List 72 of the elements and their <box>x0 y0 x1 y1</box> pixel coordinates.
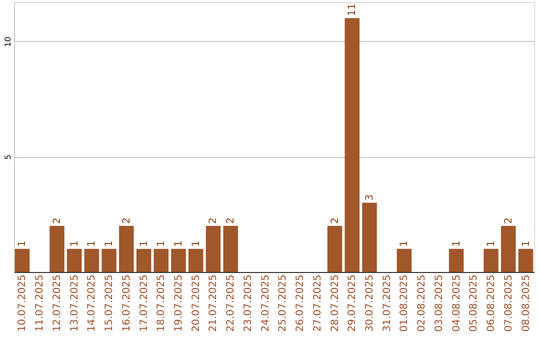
data-label: 1 <box>104 240 116 247</box>
bar <box>344 18 360 272</box>
x-tick-label: 25.07.2025 <box>278 274 289 332</box>
data-label: 1 <box>86 240 98 247</box>
x-tick-label: 11.07.2025 <box>34 274 46 332</box>
x-tick-label: 28.07.2025 <box>330 274 341 332</box>
bar <box>171 248 186 272</box>
x-tick-label: 15.07.2025 <box>104 274 116 332</box>
bar <box>50 226 64 272</box>
x-tick-label: 29.07.2025 <box>347 274 358 332</box>
x-tick-label: 04.08.2025 <box>451 274 462 332</box>
x-tick-label: 16.07.2025 <box>121 274 132 332</box>
data-label: 2 <box>503 217 514 224</box>
bar <box>484 248 498 272</box>
x-tick-label: 26.07.2025 <box>295 274 306 332</box>
x-tick-label: 17.07.2025 <box>138 274 150 332</box>
y-tick-label: 5 <box>4 154 12 160</box>
bar <box>188 248 204 272</box>
x-tick-label: 18.07.2025 <box>156 274 168 332</box>
x-tick-label: 14.07.2025 <box>86 274 98 332</box>
bar <box>501 226 516 272</box>
data-label: 1 <box>69 240 80 247</box>
x-tick-label: 31.07.2025 <box>382 274 393 332</box>
x-tick-label: 06.08.2025 <box>486 274 498 332</box>
x-tick-label: 20.07.2025 <box>190 274 202 332</box>
x-tick-label: 08.08.2025 <box>520 274 532 332</box>
x-tick-label: 23.07.2025 <box>242 274 254 332</box>
data-label: 2 <box>208 217 220 224</box>
data-label: 2 <box>330 217 341 224</box>
bar <box>396 248 412 272</box>
x-tick-label: 07.08.2025 <box>503 274 514 332</box>
data-label: 1 <box>399 240 410 247</box>
x-tick-label: 30.07.2025 <box>364 274 376 332</box>
bar <box>66 248 82 272</box>
y-tick-label: 10 <box>4 36 12 47</box>
bar <box>102 248 116 272</box>
data-label: 1 <box>451 240 462 247</box>
data-label: 1 <box>174 240 185 247</box>
data-label: 1 <box>17 240 28 247</box>
bar <box>448 248 464 272</box>
bar <box>84 248 100 272</box>
x-tick-label: 12.07.2025 <box>52 274 63 332</box>
x-tick-label: 05.08.2025 <box>468 274 480 332</box>
data-label: 3 <box>364 194 376 201</box>
x-tick-label: 03.08.2025 <box>434 274 445 332</box>
data-label: 2 <box>52 217 63 224</box>
x-tick-label: 02.08.2025 <box>416 274 428 332</box>
bar <box>154 248 169 272</box>
x-tick-label: 01.08.2025 <box>399 274 410 332</box>
x-tick-label: 21.07.2025 <box>208 274 220 332</box>
x-tick-label: 24.07.2025 <box>260 274 272 332</box>
bar <box>223 226 238 272</box>
x-tick-label: 19.07.2025 <box>174 274 185 332</box>
data-label: 1 <box>190 240 202 247</box>
x-tick-label: 22.07.2025 <box>226 274 237 332</box>
data-label: 1 <box>138 240 150 247</box>
bar <box>327 226 342 272</box>
data-label: 11 <box>347 3 358 16</box>
bar <box>362 202 377 272</box>
bar <box>206 226 221 272</box>
data-label: 1 <box>156 240 168 247</box>
bar <box>136 248 152 272</box>
data-label: 2 <box>226 217 237 224</box>
data-label: 1 <box>486 240 498 247</box>
x-tick-label: 10.07.2025 <box>17 274 28 332</box>
data-label: 1 <box>520 240 532 247</box>
data-label: 2 <box>121 217 132 224</box>
bar <box>518 248 534 272</box>
x-tick-label: 27.07.2025 <box>312 274 324 332</box>
x-tick-label: 13.07.2025 <box>69 274 80 332</box>
bar <box>119 226 134 272</box>
bar <box>14 248 30 272</box>
